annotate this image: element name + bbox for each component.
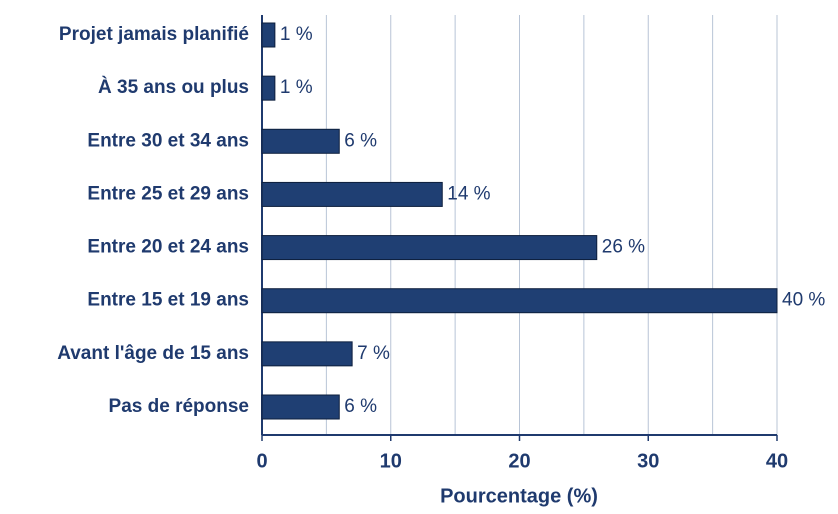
y-tick-label: Projet jamais planifié <box>59 24 249 45</box>
x-tick-label: 30 <box>637 450 659 472</box>
x-tick-label: 10 <box>380 450 402 472</box>
x-tick-label: 0 <box>256 450 267 472</box>
bar <box>261 128 340 154</box>
y-tick-label: Pas de réponse <box>109 396 249 417</box>
value-label: 26 % <box>602 237 645 258</box>
y-tick-label: Entre 25 et 29 ans <box>87 183 249 204</box>
bar <box>261 341 353 367</box>
value-label: 6 % <box>344 396 377 417</box>
y-tick-label: Entre 15 et 19 ans <box>87 290 249 311</box>
value-label: 14 % <box>447 183 490 204</box>
bar <box>261 75 276 101</box>
x-axis-label: Pourcentage (%) <box>440 485 598 507</box>
y-tick-label: Entre 30 et 34 ans <box>87 130 249 151</box>
bar <box>261 394 340 420</box>
value-label: 40 % <box>782 290 825 311</box>
bar <box>261 22 276 48</box>
x-tick-label: 40 <box>766 450 788 472</box>
y-tick-label: Entre 20 et 24 ans <box>87 237 249 258</box>
x-tick-label: 20 <box>508 450 530 472</box>
bar <box>261 288 778 314</box>
bar <box>261 181 443 207</box>
bar <box>261 235 598 261</box>
value-label: 7 % <box>357 343 390 364</box>
y-tick-label: À 35 ans ou plus <box>98 76 249 98</box>
value-label: 6 % <box>344 130 377 151</box>
value-label: 1 % <box>280 77 313 98</box>
y-tick-label: Avant l'âge de 15 ans <box>57 343 249 364</box>
value-label: 1 % <box>280 24 313 45</box>
